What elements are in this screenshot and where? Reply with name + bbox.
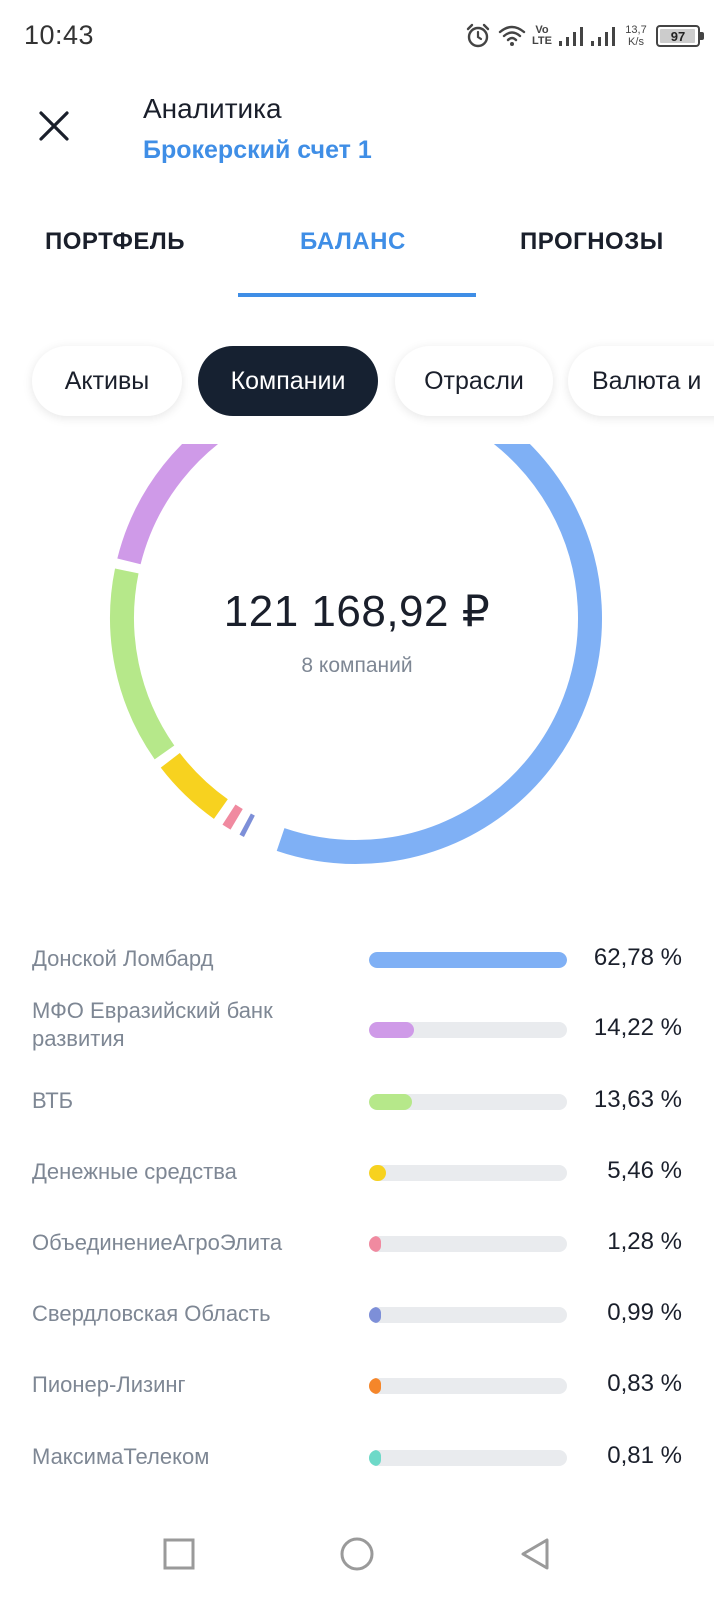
share-bar-fill — [369, 1022, 414, 1038]
volte-bottom: LTE — [532, 35, 552, 47]
filter-chips: Активы Компании Отрасли Валюта и — [0, 346, 714, 418]
chip-companies[interactable]: Компании — [198, 346, 378, 416]
share-bar-fill — [369, 1450, 381, 1466]
company-name: Денежные средства — [32, 1159, 237, 1184]
signal-icon — [558, 25, 584, 47]
home-icon — [340, 1537, 374, 1571]
breakdown-row[interactable]: Пионер-Лизинг 0,83 % — [0, 1346, 714, 1416]
tab-forecasts[interactable]: ПРОГНОЗЫ — [520, 228, 664, 255]
breakdown-row[interactable]: ВТБ 13,63 % — [0, 1062, 714, 1132]
donut-segment — [110, 568, 175, 760]
share-bar — [369, 1450, 567, 1466]
donut-segment — [117, 444, 219, 565]
home-button[interactable] — [333, 1530, 381, 1578]
tab-bar: ПОРТФЕЛЬ БАЛАНС ПРОГНОЗЫ — [0, 216, 714, 300]
share-bar — [369, 1022, 567, 1038]
company-name: Донской Ломбард — [32, 946, 214, 971]
status-bar: 10:43 Vo LTE — [0, 0, 714, 72]
share-bar — [369, 952, 567, 968]
breakdown-row[interactable]: МФО Евразийский банк развития 14,22 % — [0, 990, 714, 1070]
recent-apps-icon — [163, 1538, 195, 1570]
close-button[interactable] — [32, 104, 76, 148]
breakdown-row[interactable]: Донской Ломбард 62,78 % — [0, 920, 714, 990]
page-title: Аналитика — [143, 93, 282, 124]
volte-indicator: Vo LTE — [532, 25, 552, 47]
share-bar — [369, 1165, 567, 1181]
donut-chart — [96, 444, 616, 884]
battery-fill — [660, 29, 695, 43]
back-icon — [521, 1538, 549, 1570]
status-icons: Vo LTE 13,7 — [464, 18, 704, 54]
chip-industries[interactable]: Отрасли — [395, 346, 553, 416]
tab-portfolio[interactable]: ПОРТФЕЛЬ — [45, 228, 185, 255]
breakdown-row[interactable]: Денежные средства 5,46 % — [0, 1133, 714, 1203]
donut-segment — [276, 444, 602, 864]
donut-segment — [239, 813, 255, 837]
share-percent: 0,83 % — [607, 1370, 682, 1397]
portfolio-total: 121 168,92 ₽ — [223, 587, 491, 636]
share-percent: 1,28 % — [607, 1228, 682, 1255]
share-bar-fill — [369, 1378, 381, 1394]
share-bar — [369, 1094, 567, 1110]
chip-currency[interactable]: Валюта и — [568, 346, 714, 416]
account-name[interactable]: Брокерский счет 1 — [143, 136, 372, 164]
close-icon — [39, 111, 69, 141]
donut-svg — [110, 444, 602, 864]
share-percent: 14,22 % — [593, 1014, 682, 1041]
volte-top: Vo — [535, 24, 549, 36]
recent-apps-button[interactable] — [155, 1530, 203, 1578]
battery-level: 97 — [670, 28, 686, 44]
share-percent: 5,46 % — [607, 1157, 682, 1184]
battery-icon: 97 — [656, 25, 704, 47]
share-percent: 0,99 % — [607, 1299, 682, 1326]
company-name: МФО Евразийский банк развития — [32, 998, 273, 1051]
companies-count: 8 компаний — [301, 654, 413, 677]
share-bar-fill — [369, 1094, 412, 1110]
signal-icon — [590, 25, 616, 47]
share-bar-fill — [369, 1165, 387, 1181]
company-name: Свердловская Область — [32, 1301, 271, 1326]
share-bar — [369, 1378, 567, 1394]
back-button[interactable] — [511, 1530, 559, 1578]
net-speed-value: 13,7 — [625, 24, 647, 36]
breakdown-row[interactable]: МаксимаТелеком 0,81 % — [0, 1418, 714, 1488]
breakdown-row[interactable]: Свердловская Область 0,99 % — [0, 1275, 714, 1345]
chip-assets[interactable]: Активы — [32, 346, 182, 416]
donut-segment — [160, 752, 228, 819]
net-speed-unit: K/s — [628, 36, 644, 48]
wifi-icon — [498, 24, 526, 48]
share-percent: 62,78 % — [593, 944, 682, 971]
share-bar — [369, 1236, 567, 1252]
active-tab-indicator — [238, 293, 476, 297]
company-name: ВТБ — [32, 1088, 74, 1113]
tab-balance[interactable]: БАЛАНС — [300, 228, 406, 255]
status-time: 10:43 — [24, 20, 95, 50]
donut-segment — [222, 804, 243, 830]
share-percent: 13,63 % — [593, 1086, 682, 1113]
system-nav-bar — [0, 1510, 714, 1599]
breakdown-row[interactable]: ОбъединениеАгроЭлита 1,28 % — [0, 1204, 714, 1274]
share-percent: 0,81 % — [607, 1442, 682, 1469]
battery-tip — [700, 32, 704, 40]
net-speed: 13,7 K/s — [622, 24, 650, 48]
share-bar — [369, 1307, 567, 1323]
company-name: МаксимаТелеком — [32, 1444, 210, 1469]
alarm-icon — [464, 22, 492, 50]
company-name: Пионер-Лизинг — [32, 1372, 186, 1397]
share-bar-fill — [369, 1236, 381, 1252]
share-bar-fill — [369, 952, 567, 968]
share-bar-fill — [369, 1307, 381, 1323]
company-name: ОбъединениеАгроЭлита — [32, 1230, 283, 1255]
